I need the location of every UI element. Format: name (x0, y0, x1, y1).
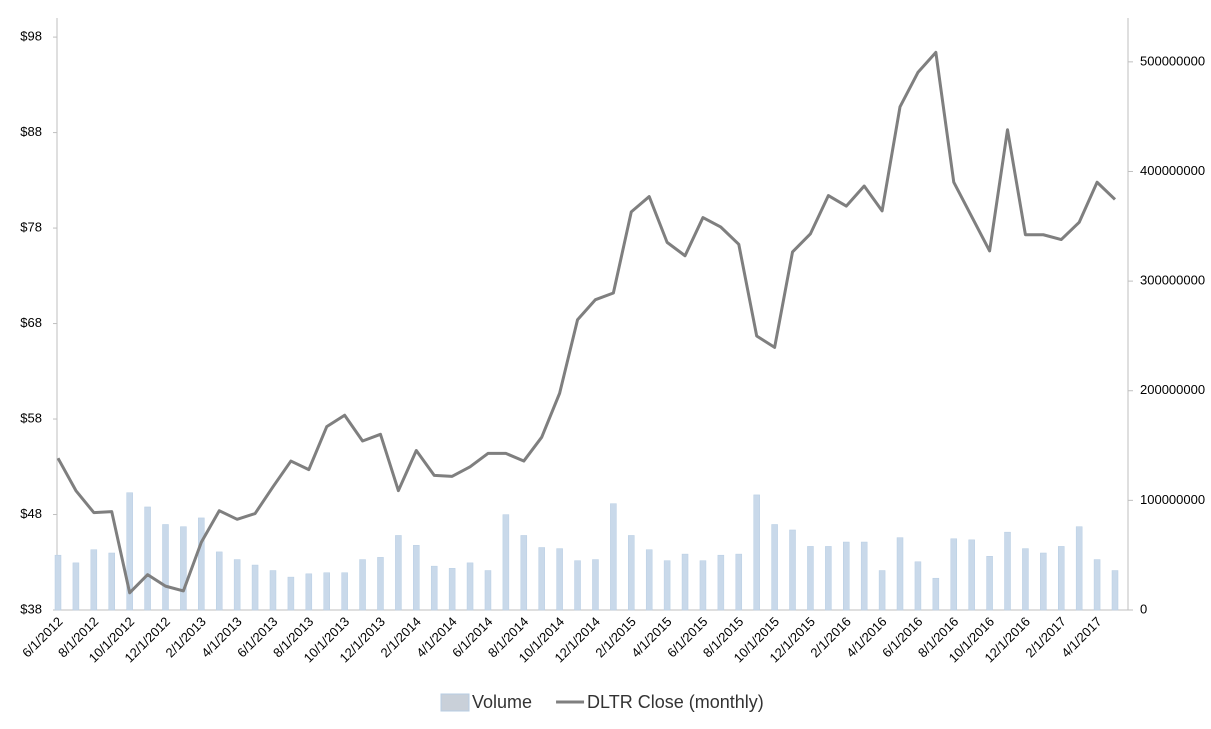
volume-bar (556, 548, 563, 611)
volume-bar (466, 562, 474, 611)
volume-bar (1111, 570, 1119, 611)
volume-bar (645, 549, 653, 611)
volume-bar (215, 551, 223, 611)
volume-bar (574, 560, 581, 611)
volume-bar (377, 557, 384, 611)
volume-bar (1022, 548, 1029, 611)
volume-bar (986, 556, 993, 611)
volume-bar (878, 570, 886, 611)
volume-bar (54, 554, 62, 611)
volume-bar (968, 539, 975, 611)
volume-bar (413, 545, 420, 611)
volume-bar (628, 535, 635, 611)
volume-bar (896, 537, 904, 611)
y2-tick-label: 300000000 (1140, 273, 1205, 288)
volume-bar (717, 554, 725, 611)
y-tick-label: $88 (20, 124, 42, 139)
y2-tick-label: 200000000 (1140, 382, 1205, 397)
volume-bar (430, 565, 438, 611)
volume-bar (251, 564, 259, 611)
volume-bar (789, 529, 796, 611)
y-tick-label: $98 (20, 29, 42, 44)
volume-bar (1093, 559, 1101, 611)
volume-bar (180, 526, 187, 611)
x-tick-label: 4/1/2017 (1058, 614, 1104, 660)
volume-bar (395, 535, 402, 611)
y-tick-label: $68 (20, 315, 42, 330)
volume-bar (735, 553, 743, 611)
y2-tick-label: 400000000 (1140, 163, 1205, 178)
y2-tick-label: 100000000 (1140, 492, 1205, 507)
volume-bar (233, 559, 241, 611)
volume-bar (108, 552, 115, 611)
volume-bar (663, 560, 671, 611)
volume-bar (753, 494, 760, 611)
volume-bar (162, 524, 169, 611)
volume-bar (610, 503, 617, 611)
volume-bar (520, 535, 528, 611)
volume-bar (126, 492, 133, 611)
volume-bar (699, 560, 707, 611)
volume-bar (807, 546, 814, 611)
legend-label: Volume (472, 692, 532, 712)
legend-label: DLTR Close (monthly) (587, 692, 764, 712)
y2-tick-label: 0 (1140, 601, 1147, 616)
y-tick-label: $38 (20, 601, 42, 616)
volume-bar (144, 506, 151, 611)
volume-bar (681, 553, 689, 611)
volume-bar (1040, 552, 1047, 611)
volume-bar (305, 573, 313, 611)
volume-bar (448, 568, 456, 611)
volume-bar (950, 538, 958, 611)
volume-bar (1004, 531, 1011, 611)
volume-bar (771, 524, 778, 611)
y2-tick-label: 500000000 (1140, 53, 1205, 68)
volume-bar (359, 559, 366, 611)
y-tick-label: $78 (20, 220, 42, 235)
legend: Volume DLTR Close (monthly) (440, 692, 764, 712)
legend-swatch (440, 693, 470, 712)
y-tick-label: $58 (20, 410, 42, 425)
volume-bar (287, 576, 295, 611)
volume-bar (914, 561, 922, 611)
volume-bar (592, 559, 599, 611)
volume-bar (538, 547, 545, 611)
volume-bar (269, 570, 277, 611)
volume-bar (1058, 546, 1065, 611)
volume-bar (843, 541, 850, 611)
volume-bar (1075, 526, 1083, 611)
volume-bar (341, 572, 348, 611)
volume-bar (932, 577, 940, 611)
volume-bar (90, 549, 98, 611)
volume-bar (72, 562, 80, 611)
volume-bar (825, 546, 832, 611)
volume-bar (484, 570, 492, 611)
y-tick-label: $48 (20, 506, 42, 521)
volume-bar (198, 517, 205, 611)
volume-bar (502, 514, 510, 611)
volume-bar (323, 572, 330, 611)
price-line (56, 50, 1117, 595)
volume-bar (860, 541, 868, 611)
